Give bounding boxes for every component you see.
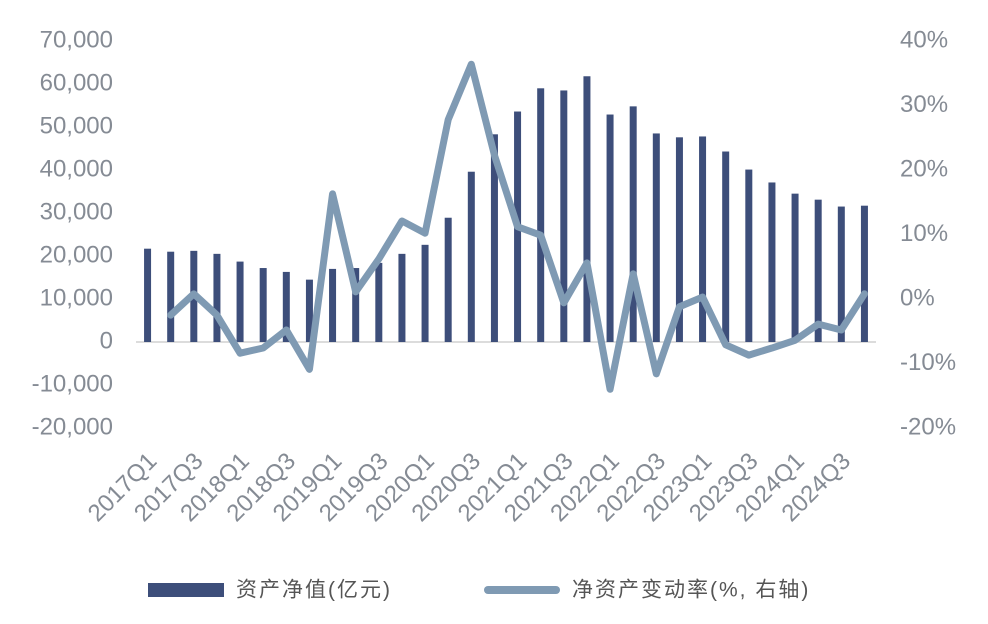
y-tick-label: 0 [100,327,113,354]
y-tick-label: 20,000 [40,241,113,268]
y-tick-label: -20,000 [32,413,113,440]
bar [398,253,406,342]
y2-tick-label: 40% [900,26,948,53]
y2-tick-label: 0% [900,284,935,311]
legend-label: 资产净值(亿元) [236,579,392,602]
bar [375,262,383,342]
bar [860,205,868,342]
bar [560,90,568,342]
y-tick-label: 40,000 [40,155,113,182]
bar [814,199,822,342]
y-tick-label: 70,000 [40,26,113,53]
bar [837,206,845,342]
bar [791,193,799,342]
bar [652,133,660,342]
bar [236,261,244,342]
bar [305,279,313,342]
bar [722,151,730,342]
legend-swatch [148,583,224,597]
bar [467,171,475,342]
line [167,60,868,393]
y2-tick-label: 30% [900,91,948,118]
bar [606,114,614,342]
bar [675,137,683,342]
bar [282,271,290,342]
legend-label: 净资产变动率(%, 右轴) [572,579,810,602]
bar [768,182,776,342]
y-tick-label: 50,000 [40,112,113,139]
y-tick-label: 30,000 [40,198,113,225]
y2-tick-label: -20% [900,413,956,440]
bar [167,251,175,342]
y2-tick-label: 20% [900,155,948,182]
y-tick-label: -10,000 [32,370,113,397]
y-tick-label: 10,000 [40,284,113,311]
bar [329,268,337,342]
bar [352,268,360,342]
bar [583,76,591,342]
bar [490,134,498,342]
bar [629,106,637,342]
y2-tick-label: -10% [900,349,956,376]
bar [144,248,152,342]
bar [537,88,545,342]
bar [745,169,753,342]
bar [444,217,452,342]
y2-tick-label: 10% [900,220,948,247]
y-tick-label: 60,000 [40,69,113,96]
bar [699,136,707,342]
bar [213,253,221,342]
bar [259,268,267,342]
bar [421,244,429,342]
